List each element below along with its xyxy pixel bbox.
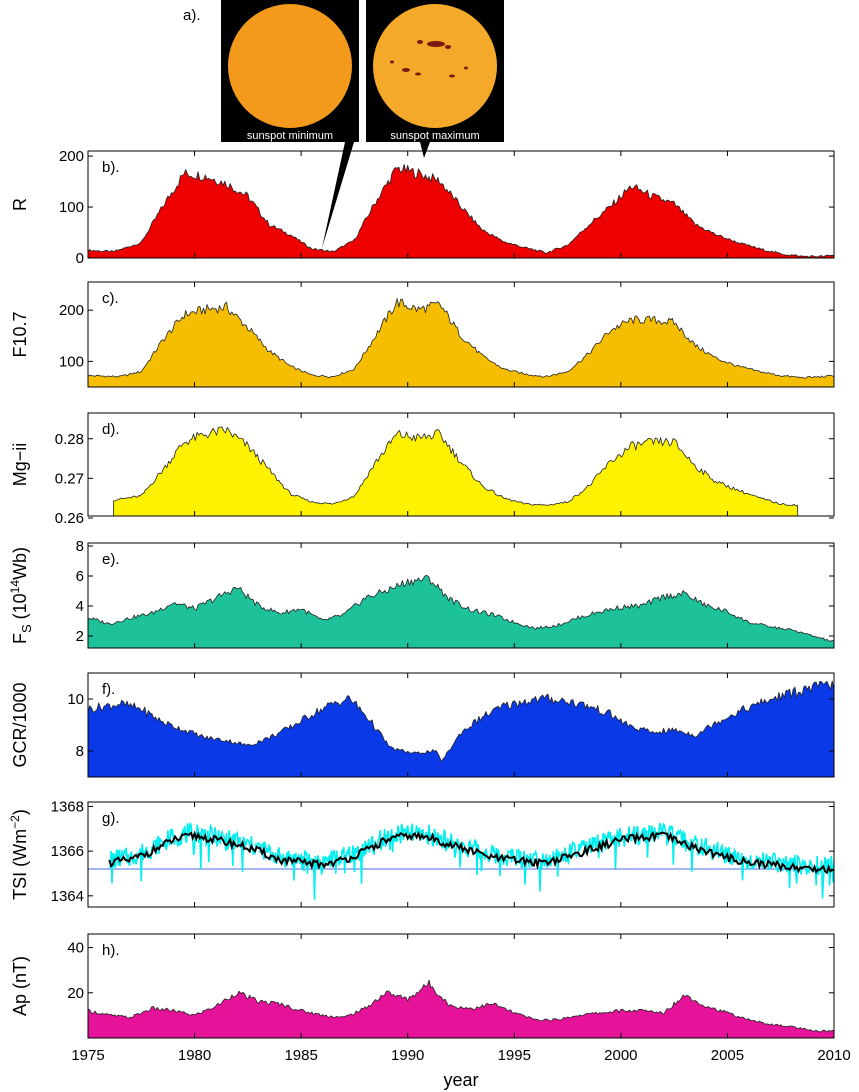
ytick-label-F107-1: 200: [59, 302, 84, 319]
panel-a-label: a).: [183, 7, 201, 24]
xtick-label-0: 1975: [71, 1047, 104, 1064]
ytick-label-Fs-3: 8: [76, 538, 84, 555]
sun-max-disk: [373, 4, 497, 128]
series-Ap: [88, 979, 834, 1038]
axes-frame-Fs: [87, 542, 835, 649]
ytick-label-TSI-2: 1368: [51, 798, 84, 815]
axes-frame-F107: [87, 281, 835, 388]
plot-Fs: [88, 575, 834, 648]
axes-frame-GCR: [87, 672, 835, 778]
panel-GCR: 8 10 f). GCR/1000: [10, 672, 835, 778]
ytick-label-Fs-0: 2: [76, 628, 84, 645]
sunspot-groups: [390, 40, 468, 78]
ytick-label-TSI-1: 1366: [51, 843, 84, 860]
series-R: [88, 164, 834, 258]
ytick-label-MgII-0: 0.26: [55, 510, 84, 527]
panel-label-F107: c).: [102, 290, 119, 307]
ylabel-Fs: FS (1014Wb): [8, 547, 34, 644]
xtick-label-5: 2000: [604, 1047, 637, 1064]
ytick-label-GCR-0: 8: [76, 743, 84, 760]
ytick-label-GCR-1: 10: [67, 691, 84, 708]
panel-label-MgII: d).: [102, 421, 120, 438]
panel-F107: 100 200 c). F10.7: [10, 281, 835, 388]
ytick-label-R-1: 100: [59, 199, 84, 216]
panels: 0 100 200 b). R 100 200 c). F10.7 0.26 0.27 0.28 d).…: [8, 148, 835, 1039]
xtick-label-2: 1985: [284, 1047, 317, 1064]
ylabel-R: R: [10, 198, 30, 211]
xtick-label-4: 1995: [498, 1047, 531, 1064]
ytick-label-F107-0: 100: [59, 353, 84, 370]
panel-TSI: 1364 1366 1368 g). TSI (Wm−2): [8, 798, 835, 908]
plot-GCR: [88, 680, 834, 777]
ylabel-GCR: GCR/1000: [10, 682, 30, 767]
ytick-label-R-2: 200: [59, 148, 84, 165]
plot-TSI: [88, 821, 834, 900]
sun-images: sunspot minimum sunspot maximum a).: [183, 0, 504, 248]
plot-MgII: [113, 426, 799, 516]
axes-frame-R: [87, 150, 835, 259]
ylabel-Ap: Ap (nT): [10, 956, 30, 1016]
sun-min-label: sunspot minimum: [247, 130, 333, 142]
series-GCR: [88, 680, 834, 777]
plot-F107: [88, 298, 834, 387]
panel-R: 0 100 200 b). R: [10, 148, 835, 267]
min-pointer: [322, 142, 354, 248]
ytick-label-Fs-1: 4: [76, 598, 84, 615]
plot-Ap: [88, 979, 834, 1038]
panel-label-Fs: e).: [102, 551, 120, 568]
axes-frame-MgII: [87, 412, 835, 517]
panel-label-TSI: g).: [102, 810, 120, 827]
ytick-label-MgII-1: 0.27: [55, 470, 84, 487]
series-Fs: [88, 575, 834, 648]
xtick-label-3: 1990: [391, 1047, 424, 1064]
xlabel: year: [443, 1070, 478, 1090]
xtick-label-6: 2005: [711, 1047, 744, 1064]
ylabel-TSI: TSI (Wm−2): [8, 809, 30, 900]
series-F107: [88, 298, 834, 387]
panel-label-Ap: h).: [102, 942, 120, 959]
panel-Ap: 20 40 h). Ap (nT): [10, 933, 835, 1039]
series-MgII: [113, 426, 799, 516]
ytick-label-TSI-0: 1364: [51, 888, 84, 905]
tsi-smoothed-series: [108, 830, 834, 875]
ytick-label-R-0: 0: [76, 250, 84, 267]
ytick-label-Ap-0: 20: [67, 985, 84, 1002]
max-pointer: [420, 142, 430, 158]
panel-Fs: 2 4 6 8 e). FS (1014Wb): [8, 538, 835, 649]
panel-label-GCR: f).: [102, 681, 115, 698]
plot-R: [88, 164, 834, 258]
ylabel-F107: F10.7: [10, 311, 30, 357]
ytick-label-MgII-2: 0.28: [55, 431, 84, 448]
ylabel-MgII: Mg−ii: [10, 443, 30, 487]
sun-max-label: sunspot maximum: [390, 130, 479, 142]
panel-label-R: b).: [102, 159, 120, 176]
axes-frame-Ap: [87, 933, 835, 1039]
sun-min-disk: [228, 4, 352, 128]
ytick-label-Ap-1: 40: [67, 940, 84, 957]
xtick-label-1: 1980: [178, 1047, 211, 1064]
ytick-label-Fs-2: 6: [76, 568, 84, 585]
tsi-daily-series: [109, 821, 834, 900]
panel-MgII: 0.26 0.27 0.28 d). Mg−ii: [10, 412, 835, 527]
x-axis: 1975 1980 1985 1990 1995 2000 2005 2010 year: [71, 1047, 850, 1090]
axes-frame-TSI: [87, 801, 835, 908]
xtick-label-7: 2010: [817, 1047, 850, 1064]
